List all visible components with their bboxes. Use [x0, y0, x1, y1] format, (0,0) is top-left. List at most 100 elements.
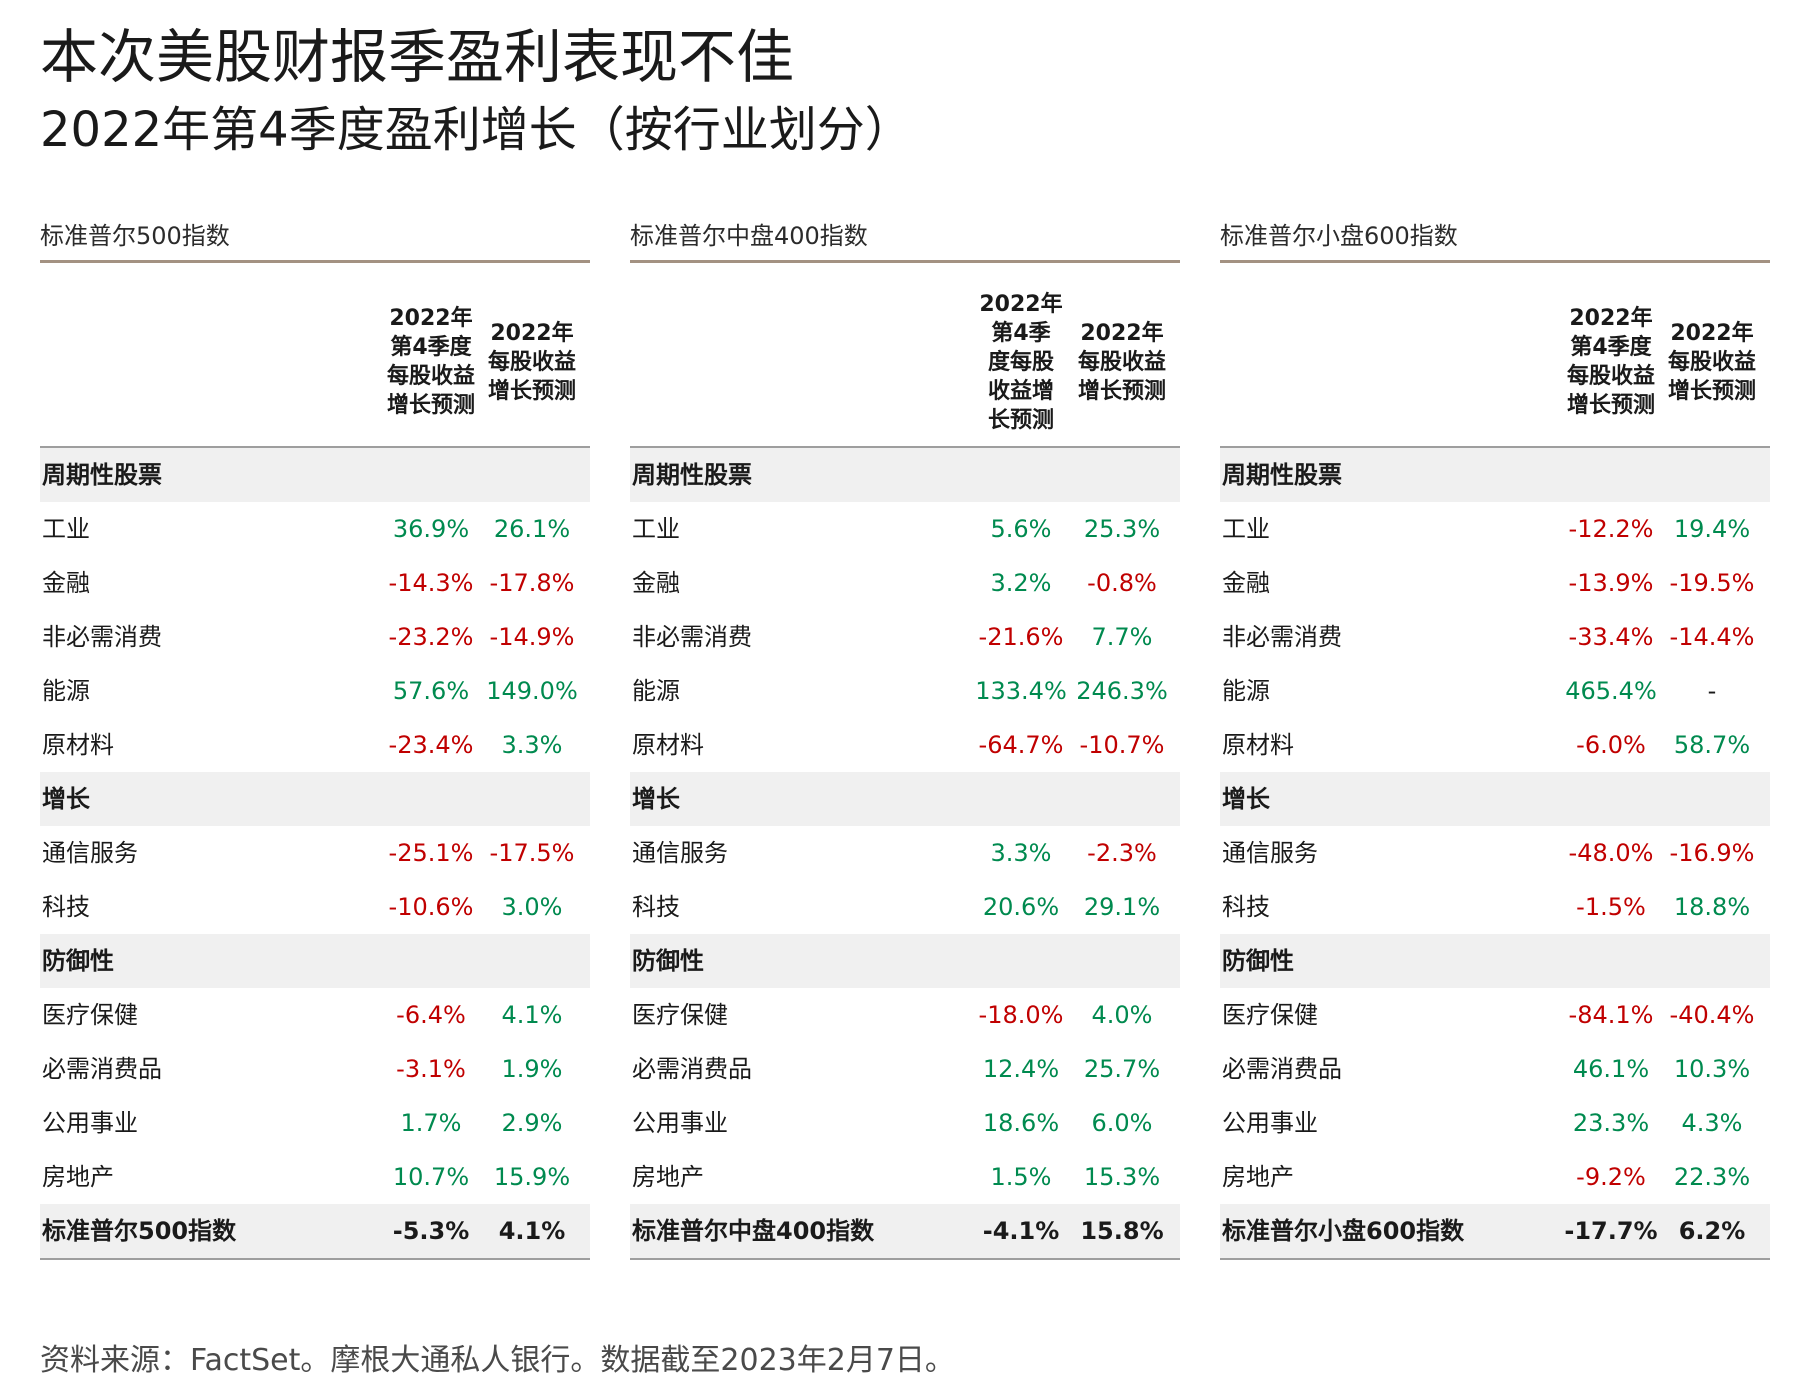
q4-eps-growth-value: -17.7% — [1564, 1217, 1658, 1245]
row-label: 医疗保健 — [42, 1001, 138, 1029]
q4-eps-growth-value: -33.4% — [1568, 623, 1654, 651]
table-row: 工业 36.9% 26.1% — [40, 502, 590, 556]
full-year-eps-growth-value: 2.9% — [501, 1109, 563, 1137]
table-body: 周期性股票 工业 36.9% 26.1% 金融 -14.3% -17.8% 非必需消费 -23.… — [40, 448, 590, 1260]
section-row: 增长 — [1220, 772, 1770, 826]
q4-eps-growth-value: -23.4% — [388, 731, 474, 759]
table-row: 金融 -13.9% -19.5% — [1220, 556, 1770, 610]
column-header-line: 2022年 — [1670, 320, 1754, 346]
q4-eps-growth-value: 5.6% — [990, 515, 1052, 543]
full-year-eps-growth-value: 3.0% — [501, 893, 563, 921]
row-label: 医疗保健 — [1222, 1001, 1318, 1029]
q4-eps-growth-value: -12.2% — [1568, 515, 1654, 543]
full-year-eps-growth-value: -2.3% — [1087, 839, 1157, 867]
table-row: 科技 -1.5% 18.8% — [1220, 880, 1770, 934]
full-year-eps-growth-value: 4.1% — [501, 1001, 563, 1029]
full-year-eps-growth-value: 25.3% — [1083, 515, 1161, 543]
q4-eps-growth-value: -48.0% — [1568, 839, 1654, 867]
q4-eps-growth-value: 12.4% — [982, 1055, 1060, 1083]
header-rule — [40, 260, 590, 263]
table-row: 能源 465.4% - — [1220, 664, 1770, 718]
table-row: 能源 133.4% 246.3% — [630, 664, 1180, 718]
source-note: 资料来源：FactSet。摩根大通私人银行。数据截至2023年2月7日。 — [40, 1343, 955, 1378]
table-row: 非必需消费 -23.2% -14.9% — [40, 610, 590, 664]
column-header: 2022年第4季度每股收益增长预测 — [962, 272, 1080, 452]
table-row: 房地产 1.5% 15.3% — [630, 1150, 1180, 1204]
section-row: 防御性 — [1220, 934, 1770, 988]
full-year-eps-growth-value: 4.0% — [1091, 1001, 1153, 1029]
section-row: 周期性股票 — [630, 448, 1180, 502]
row-label: 周期性股票 — [42, 461, 162, 489]
table-row: 原材料 -64.7% -10.7% — [630, 718, 1180, 772]
row-label: 工业 — [42, 515, 90, 543]
column-header-line: 每股收益 — [1667, 349, 1756, 375]
q4-eps-growth-value: 133.4% — [975, 677, 1067, 705]
q4-eps-growth-value: 3.2% — [990, 569, 1052, 597]
q4-eps-growth-value: 36.9% — [392, 515, 470, 543]
q4-eps-growth-value: 18.6% — [982, 1109, 1060, 1137]
column-header-line: 第4季 — [991, 320, 1051, 346]
row-label: 通信服务 — [632, 839, 728, 867]
q4-eps-growth-value: -84.1% — [1568, 1001, 1654, 1029]
q4-eps-growth-value: -6.4% — [396, 1001, 466, 1029]
row-label: 房地产 — [42, 1163, 114, 1191]
full-year-eps-growth-value: 6.0% — [1091, 1109, 1153, 1137]
full-year-eps-growth-value: 15.3% — [1083, 1163, 1161, 1191]
row-label: 公用事业 — [42, 1109, 138, 1137]
column-header-line: 收益增 — [987, 378, 1054, 404]
table-row: 必需消费品 12.4% 25.7% — [630, 1042, 1180, 1096]
table-row: 医疗保健 -84.1% -40.4% — [1220, 988, 1770, 1042]
full-year-eps-growth-value: 7.7% — [1091, 623, 1153, 651]
table-row: 工业 -12.2% 19.4% — [1220, 502, 1770, 556]
table-row: 公用事业 18.6% 6.0% — [630, 1096, 1180, 1150]
q4-eps-growth-value: 20.6% — [982, 893, 1060, 921]
q4-eps-growth-value: -4.1% — [982, 1217, 1060, 1245]
q4-eps-growth-value: 1.7% — [400, 1109, 462, 1137]
header-divider — [40, 446, 590, 448]
row-label: 金融 — [632, 569, 680, 597]
section-row: 增长 — [630, 772, 1180, 826]
full-year-eps-growth-value: -10.7% — [1079, 731, 1165, 759]
row-label: 必需消费品 — [632, 1055, 752, 1083]
q4-eps-growth-value: -10.6% — [388, 893, 474, 921]
full-year-eps-growth-value: 4.1% — [498, 1217, 566, 1245]
total-row: 标准普尔500指数 -5.3% 4.1% — [40, 1204, 590, 1260]
table-row: 房地产 10.7% 15.9% — [40, 1150, 590, 1204]
column-header-line: 2022年 — [1569, 306, 1653, 331]
row-label: 通信服务 — [1222, 839, 1318, 867]
full-year-eps-growth-value: 4.3% — [1681, 1109, 1743, 1137]
table-title: 标准普尔小盘600指数 — [1220, 222, 1458, 250]
q4-eps-growth-value: -14.3% — [388, 569, 474, 597]
table-row: 通信服务 -48.0% -16.9% — [1220, 826, 1770, 880]
full-year-eps-growth-value: -0.8% — [1087, 569, 1157, 597]
q4-eps-growth-value: 57.6% — [392, 677, 470, 705]
section-row: 增长 — [40, 772, 590, 826]
q4-eps-growth-value: 46.1% — [1572, 1055, 1650, 1083]
q4-eps-growth-value: -5.3% — [392, 1217, 470, 1245]
column-header: 2022年第4季度每股收益增长预测 — [372, 272, 490, 452]
row-label: 工业 — [632, 515, 680, 543]
full-year-eps-growth-value: 10.3% — [1673, 1055, 1751, 1083]
row-label: 金融 — [42, 569, 90, 597]
row-label: 工业 — [1222, 515, 1270, 543]
table-row: 房地产 -9.2% 22.3% — [1220, 1150, 1770, 1204]
column-header: 2022年 每股收益 增长预测 — [1063, 272, 1181, 452]
row-label: 房地产 — [1222, 1163, 1294, 1191]
column-header-line: 度每股 — [987, 349, 1054, 375]
column-header-line: 增长预测 — [1566, 393, 1655, 418]
row-label: 必需消费品 — [1222, 1055, 1342, 1083]
table-body: 周期性股票 工业 5.6% 25.3% 金融 3.2% -0.8% 非必需消费 -21.6% 7.… — [630, 448, 1180, 1260]
full-year-eps-growth-value: -17.8% — [489, 569, 575, 597]
table-row: 原材料 -23.4% 3.3% — [40, 718, 590, 772]
full-year-eps-growth-value: 29.1% — [1083, 893, 1161, 921]
full-year-eps-growth-value: -16.9% — [1669, 839, 1755, 867]
full-year-eps-growth-value: 15.8% — [1080, 1217, 1164, 1245]
full-year-eps-growth-value: - — [1707, 677, 1717, 705]
table-row: 工业 5.6% 25.3% — [630, 502, 1180, 556]
column-header-line: 2022年 — [979, 291, 1063, 317]
column-header-line: 增长预测 — [1667, 378, 1756, 404]
full-year-eps-growth-value: 149.0% — [486, 677, 578, 705]
table-row: 通信服务 -25.1% -17.5% — [40, 826, 590, 880]
full-year-eps-growth-value: 22.3% — [1673, 1163, 1751, 1191]
row-label: 周期性股票 — [632, 461, 752, 489]
